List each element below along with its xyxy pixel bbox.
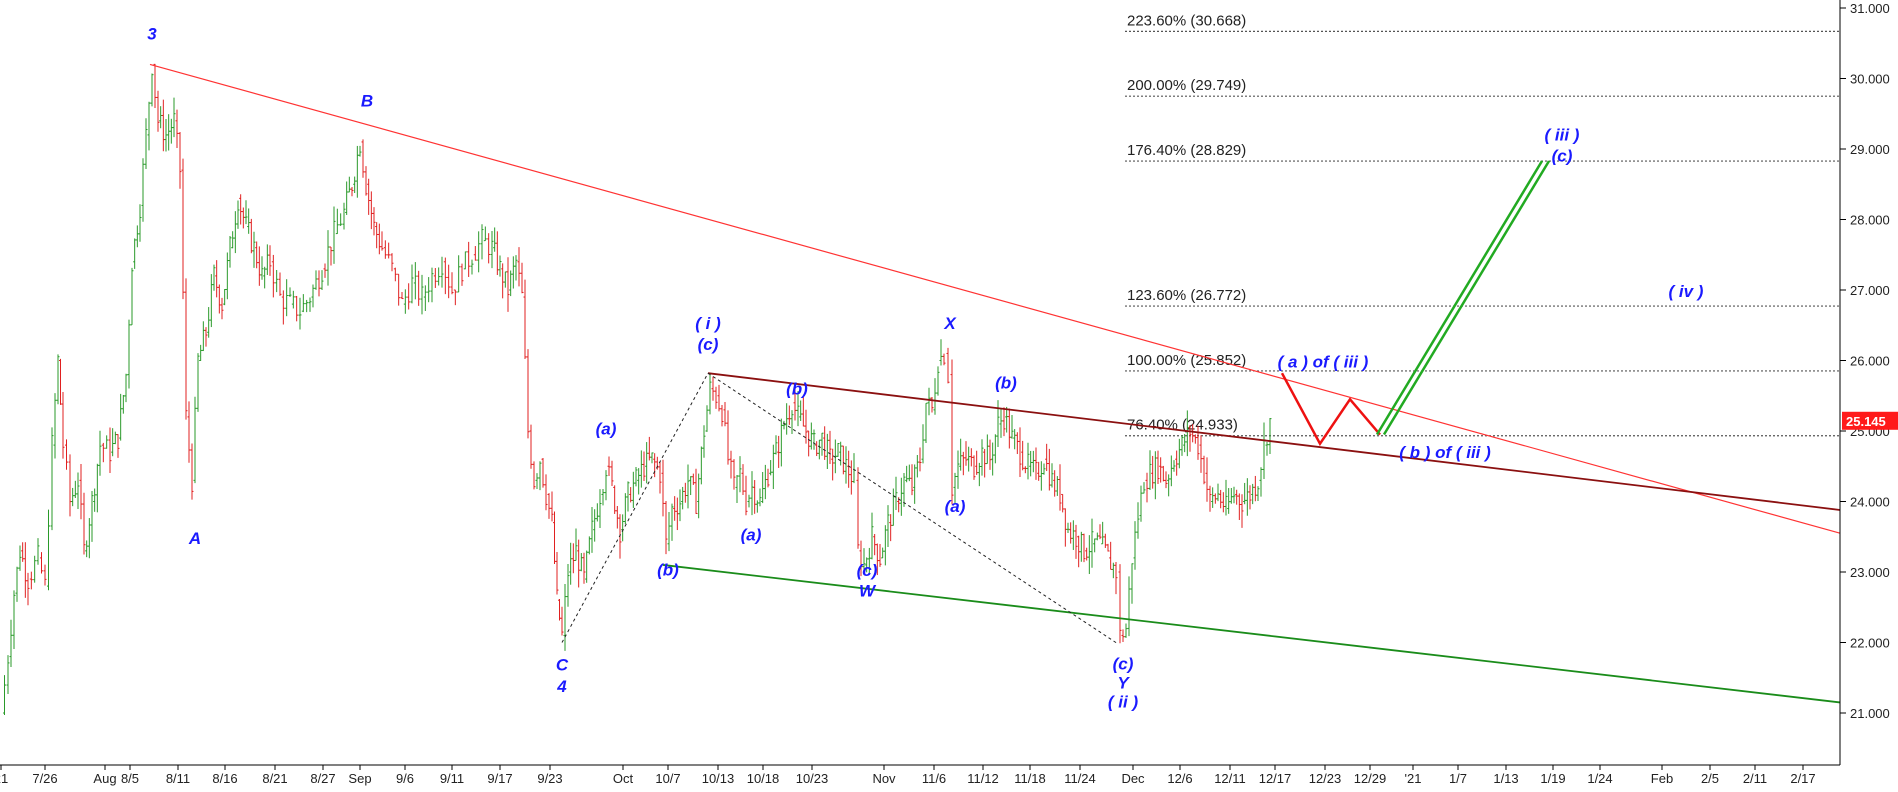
wave-label: Y <box>1117 673 1130 692</box>
x-tick-label: 9/11 <box>440 771 464 786</box>
wave-label: B <box>361 92 373 111</box>
x-tick-label: 11/18 <box>1014 771 1046 786</box>
wave-label: ( iii ) <box>1545 126 1580 145</box>
upper-resistance-trendline <box>149 63 1841 534</box>
y-tick-label: 31.000 <box>1850 1 1890 16</box>
wave-label: (a) <box>596 420 617 439</box>
x-tick-label: Oct <box>613 771 634 786</box>
y-tick-label: 23.000 <box>1850 565 1890 580</box>
x-tick-label: 1/7 <box>1449 771 1467 786</box>
x-tick-label: 21 <box>0 771 8 786</box>
wave-label: (b) <box>657 561 679 580</box>
wave-label: ( iv ) <box>1669 282 1704 301</box>
x-tick-label: 12/11 <box>1214 771 1246 786</box>
y-tick-label: 24.000 <box>1850 495 1890 510</box>
wave-label: (c) <box>1113 654 1134 673</box>
x-tick-label: 2/11 <box>1743 771 1767 786</box>
fib-level-label: 100.00% (25.852) <box>1127 352 1246 369</box>
x-tick-label: Dec <box>1121 771 1145 786</box>
wave-label: 3 <box>147 25 157 44</box>
x-tick-label: 8/16 <box>212 771 237 786</box>
x-tick-label: 10/23 <box>796 771 829 786</box>
y-tick-label: 26.000 <box>1850 354 1890 369</box>
x-tick-label: 2/5 <box>1701 771 1719 786</box>
wave-label: (a) <box>741 525 762 544</box>
y-tick-label: 22.000 <box>1850 636 1890 651</box>
projection-red-path <box>1280 372 1381 447</box>
x-tick-label: 1/13 <box>1493 771 1518 786</box>
fib-level-label: 123.60% (26.772) <box>1127 287 1246 304</box>
x-tick-label: 10/13 <box>702 771 735 786</box>
y-tick-label: 30.000 <box>1850 72 1890 87</box>
channel-bottom-trendline <box>662 564 1841 704</box>
wave-label: X <box>943 314 957 333</box>
x-tick-label: 7/26 <box>32 771 57 786</box>
x-tick-label: 1/24 <box>1587 771 1612 786</box>
projection-green-line <box>1375 160 1544 436</box>
x-tick-label: 12/17 <box>1259 771 1292 786</box>
last-price-tag <box>1842 411 1898 430</box>
x-tick-label: 11/24 <box>1064 771 1096 786</box>
x-tick-label: 12/6 <box>1167 771 1192 786</box>
x-tick-label: Sep <box>348 771 371 786</box>
wave-label: C <box>556 656 569 675</box>
x-tick-label: 12/29 <box>1354 771 1387 786</box>
x-tick-label: 8/5 <box>121 771 139 786</box>
x-tick-label: 8/21 <box>262 771 287 786</box>
x-tick-label: 9/6 <box>396 771 414 786</box>
x-tick-label: 10/7 <box>655 771 680 786</box>
dashed-wave-line <box>707 372 1119 645</box>
x-tick-label: '21 <box>1405 771 1422 786</box>
fib-level-label: 176.40% (28.829) <box>1127 142 1246 159</box>
last-price-label: 25.145 <box>1846 414 1886 429</box>
wave-label: (b) <box>786 379 808 398</box>
y-tick-label: 21.000 <box>1850 706 1890 721</box>
x-tick-label: Nov <box>872 771 896 786</box>
wave-label: (c) <box>1552 147 1573 166</box>
y-tick-label: 28.000 <box>1850 213 1890 228</box>
wave-label: ( i ) <box>695 314 721 333</box>
wave-label: W <box>859 582 877 601</box>
x-tick-label: Aug <box>93 771 116 786</box>
x-tick-label: 12/23 <box>1309 771 1342 786</box>
wave-label: (b) <box>995 374 1017 393</box>
x-tick-label: Feb <box>1651 771 1673 786</box>
wave-label: ( b ) of ( iii ) <box>1399 443 1491 462</box>
y-tick-label: 29.000 <box>1850 142 1890 157</box>
x-tick-label: 8/27 <box>310 771 335 786</box>
x-tick-label: 9/17 <box>487 771 512 786</box>
wave-label: (c) <box>698 335 719 354</box>
y-tick-label: 27.000 <box>1850 283 1890 298</box>
x-tick-label: 2/17 <box>1790 771 1815 786</box>
wave-label: (a) <box>945 497 966 516</box>
wave-label: A <box>188 529 201 548</box>
wave-label: ( ii ) <box>1108 692 1139 711</box>
wave-label: (c) <box>857 561 878 580</box>
channel-top-trendline <box>707 372 1841 511</box>
x-tick-label: 11/6 <box>922 771 946 786</box>
x-tick-label: 8/11 <box>166 771 190 786</box>
x-tick-label: 1/19 <box>1540 771 1565 786</box>
fib-level-label: 200.00% (29.749) <box>1127 77 1246 94</box>
fib-level-label: 223.60% (30.668) <box>1127 12 1246 29</box>
x-tick-label: 10/18 <box>747 771 780 786</box>
fib-level-label: 76.40% (24.933) <box>1127 417 1238 434</box>
wave-label: 4 <box>556 677 567 696</box>
x-tick-label: 11/12 <box>967 771 999 786</box>
x-tick-label: 9/23 <box>537 771 562 786</box>
wave-label: ( a ) of ( iii ) <box>1278 353 1369 372</box>
projection-green-line <box>1382 160 1551 436</box>
